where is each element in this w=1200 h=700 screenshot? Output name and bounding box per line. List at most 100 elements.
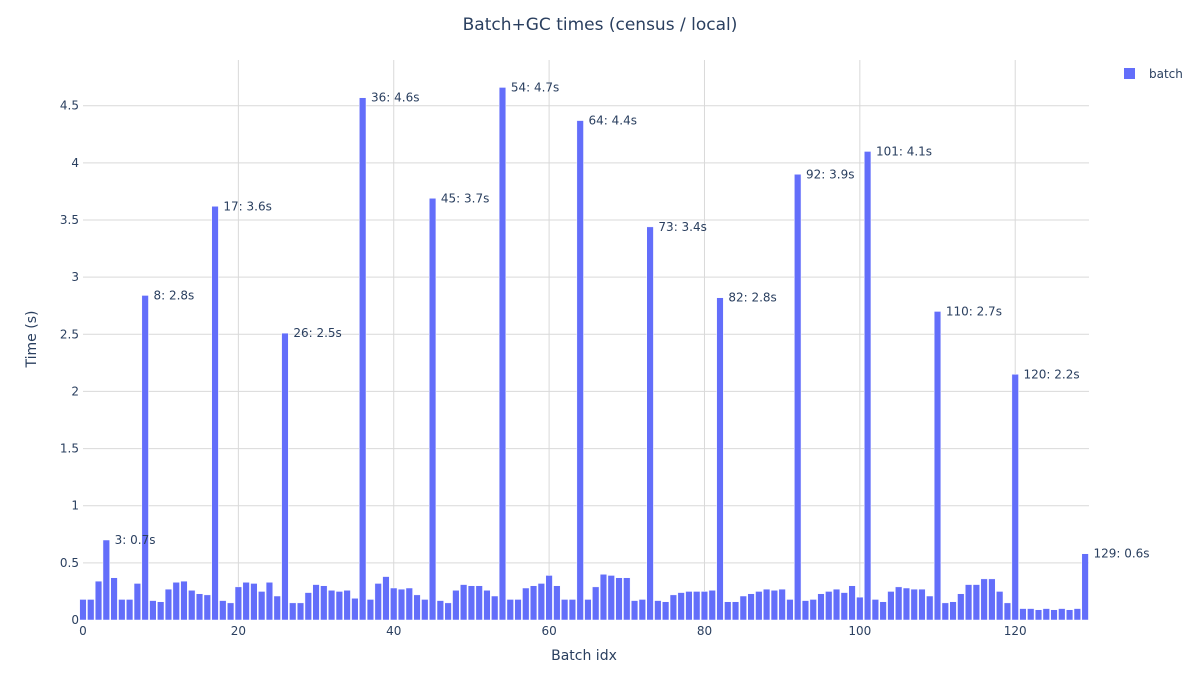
- bar[interactable]: [498, 87, 507, 621]
- bar[interactable]: [374, 583, 382, 621]
- bar[interactable]: [895, 586, 903, 621]
- bar[interactable]: [219, 600, 227, 621]
- bar[interactable]: [141, 295, 149, 621]
- bar[interactable]: [475, 585, 483, 621]
- bar[interactable]: [933, 311, 942, 621]
- bar[interactable]: [188, 590, 196, 621]
- bar[interactable]: [770, 590, 778, 621]
- bar[interactable]: [623, 577, 631, 621]
- bar[interactable]: [110, 577, 118, 621]
- bar[interactable]: [281, 332, 289, 621]
- bar[interactable]: [79, 599, 87, 621]
- bar[interactable]: [195, 593, 204, 621]
- bar[interactable]: [289, 602, 297, 621]
- bar[interactable]: [817, 593, 825, 621]
- bar[interactable]: [879, 601, 887, 621]
- bar[interactable]: [265, 582, 274, 621]
- bar[interactable]: [941, 602, 949, 621]
- bar[interactable]: [133, 583, 141, 621]
- bar[interactable]: [227, 602, 235, 621]
- bar[interactable]: [258, 591, 266, 621]
- bar[interactable]: [413, 594, 421, 621]
- legend-swatch-batch[interactable]: [1124, 68, 1135, 79]
- bar[interactable]: [918, 588, 926, 621]
- bar[interactable]: [832, 588, 841, 621]
- bar[interactable]: [848, 585, 856, 621]
- bar[interactable]: [382, 576, 390, 621]
- bar[interactable]: [390, 587, 398, 621]
- bar[interactable]: [708, 590, 716, 621]
- bar[interactable]: [343, 590, 351, 621]
- bar[interactable]: [809, 599, 817, 621]
- bar[interactable]: [428, 198, 437, 621]
- bar[interactable]: [553, 585, 561, 621]
- bar[interactable]: [592, 586, 600, 621]
- bar[interactable]: [312, 584, 320, 621]
- bar[interactable]: [561, 599, 569, 621]
- bar[interactable]: [887, 591, 895, 621]
- bar[interactable]: [126, 599, 134, 621]
- bar[interactable]: [529, 585, 538, 621]
- bar[interactable]: [467, 585, 476, 621]
- bar[interactable]: [157, 601, 165, 621]
- bar[interactable]: [972, 584, 980, 621]
- bar[interactable]: [304, 592, 312, 621]
- bar[interactable]: [234, 586, 242, 621]
- bar[interactable]: [506, 599, 514, 621]
- bar[interactable]: [638, 599, 646, 621]
- bar[interactable]: [646, 226, 654, 621]
- bar[interactable]: [1065, 609, 1074, 621]
- bar[interactable]: [630, 600, 639, 621]
- bar[interactable]: [778, 588, 786, 621]
- bar[interactable]: [965, 584, 973, 621]
- bar[interactable]: [731, 601, 740, 621]
- bar[interactable]: [926, 595, 934, 621]
- bar[interactable]: [87, 599, 95, 621]
- bar[interactable]: [1034, 609, 1043, 621]
- bar[interactable]: [242, 582, 250, 621]
- bar[interactable]: [902, 587, 911, 621]
- bar[interactable]: [94, 580, 103, 621]
- bar[interactable]: [335, 591, 343, 621]
- bar[interactable]: [444, 602, 452, 621]
- bar[interactable]: [763, 588, 771, 621]
- bar[interactable]: [724, 601, 732, 621]
- bar[interactable]: [351, 598, 359, 621]
- bar[interactable]: [677, 592, 685, 621]
- bar[interactable]: [716, 297, 724, 621]
- bar[interactable]: [545, 575, 553, 621]
- bar[interactable]: [164, 588, 173, 621]
- bar[interactable]: [980, 578, 988, 621]
- bar[interactable]: [685, 591, 693, 621]
- bar[interactable]: [537, 583, 545, 621]
- bar[interactable]: [949, 601, 957, 621]
- bar[interactable]: [871, 599, 879, 621]
- bar[interactable]: [599, 574, 608, 621]
- bar[interactable]: [1073, 608, 1081, 621]
- bar[interactable]: [825, 591, 833, 621]
- legend-label-batch[interactable]: batch: [1149, 67, 1183, 81]
- bar[interactable]: [366, 599, 375, 621]
- bar[interactable]: [1050, 609, 1058, 621]
- bar[interactable]: [654, 600, 662, 621]
- bar[interactable]: [1027, 608, 1035, 621]
- bar[interactable]: [988, 578, 996, 621]
- bar[interactable]: [405, 587, 413, 621]
- bar[interactable]: [1042, 608, 1050, 621]
- bar[interactable]: [397, 588, 406, 621]
- bar[interactable]: [327, 590, 336, 621]
- bar[interactable]: [864, 151, 872, 621]
- bar[interactable]: [452, 590, 460, 621]
- bar[interactable]: [910, 588, 918, 621]
- bar[interactable]: [118, 599, 126, 621]
- bar[interactable]: [996, 591, 1004, 621]
- bar[interactable]: [840, 592, 848, 621]
- bar[interactable]: [296, 602, 305, 621]
- bar[interactable]: [856, 596, 864, 621]
- bar[interactable]: [522, 587, 530, 621]
- bar[interactable]: [1081, 553, 1089, 621]
- bar[interactable]: [460, 584, 468, 621]
- bar[interactable]: [576, 120, 584, 621]
- bar[interactable]: [203, 594, 211, 621]
- bar[interactable]: [436, 600, 444, 621]
